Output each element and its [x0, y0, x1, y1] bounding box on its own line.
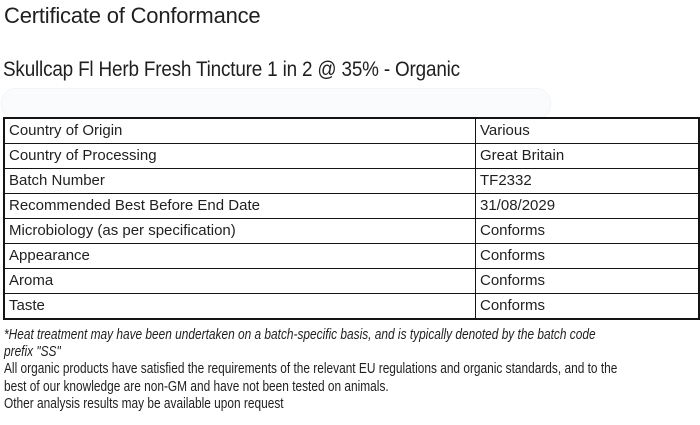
- attribute-value: Great Britain: [475, 143, 700, 169]
- attribute-value: Conforms: [475, 218, 700, 244]
- attribute-value: Various: [475, 117, 700, 144]
- attribute-value: Conforms: [475, 243, 700, 269]
- organic-statement-line: best of our knowledge are non-GM and hav…: [4, 378, 389, 395]
- other-results-note: Other analysis results may be available …: [4, 395, 284, 412]
- attribute-value: Conforms: [475, 268, 700, 294]
- table-row: Microbiology (as per specification) Conf…: [3, 218, 700, 244]
- table-row: Appearance Conforms: [3, 243, 700, 269]
- table-row: Recommended Best Before End Date 31/08/2…: [3, 193, 700, 219]
- product-name-subtitle: Skullcap Fl Herb Fresh Tincture 1 in 2 @…: [3, 58, 460, 81]
- attribute-label: Aroma: [3, 268, 476, 294]
- attribute-value: 31/08/2029: [475, 193, 700, 219]
- faded-redacted-area: [1, 88, 551, 119]
- attribute-value: TF2332: [475, 168, 700, 194]
- conformance-table: Country of Origin Various Country of Pro…: [3, 117, 700, 320]
- attribute-label: Taste: [3, 293, 476, 320]
- attribute-label: Microbiology (as per specification): [3, 218, 476, 244]
- footer-notes: *Heat treatment may have been undertaken…: [4, 327, 700, 413]
- table-row: Country of Origin Various: [3, 117, 700, 144]
- attribute-label: Batch Number: [3, 168, 476, 194]
- attribute-label: Country of Origin: [3, 117, 476, 144]
- table-row: Batch Number TF2332: [3, 168, 700, 194]
- attribute-label: Appearance: [3, 243, 476, 269]
- attribute-label: Recommended Best Before End Date: [3, 193, 476, 219]
- table-row: Aroma Conforms: [3, 268, 700, 294]
- page-title: Certificate of Conformance: [4, 3, 261, 28]
- attribute-label: Country of Processing: [3, 143, 476, 169]
- heat-treatment-note-line: prefix "SS": [4, 344, 61, 361]
- table-row: Country of Processing Great Britain: [3, 143, 700, 169]
- organic-statement-line: All organic products have satisfied the …: [4, 361, 618, 378]
- attribute-value: Conforms: [475, 293, 700, 320]
- heat-treatment-note-line: *Heat treatment may have been undertaken…: [4, 327, 596, 343]
- table-row: Taste Conforms: [3, 293, 700, 320]
